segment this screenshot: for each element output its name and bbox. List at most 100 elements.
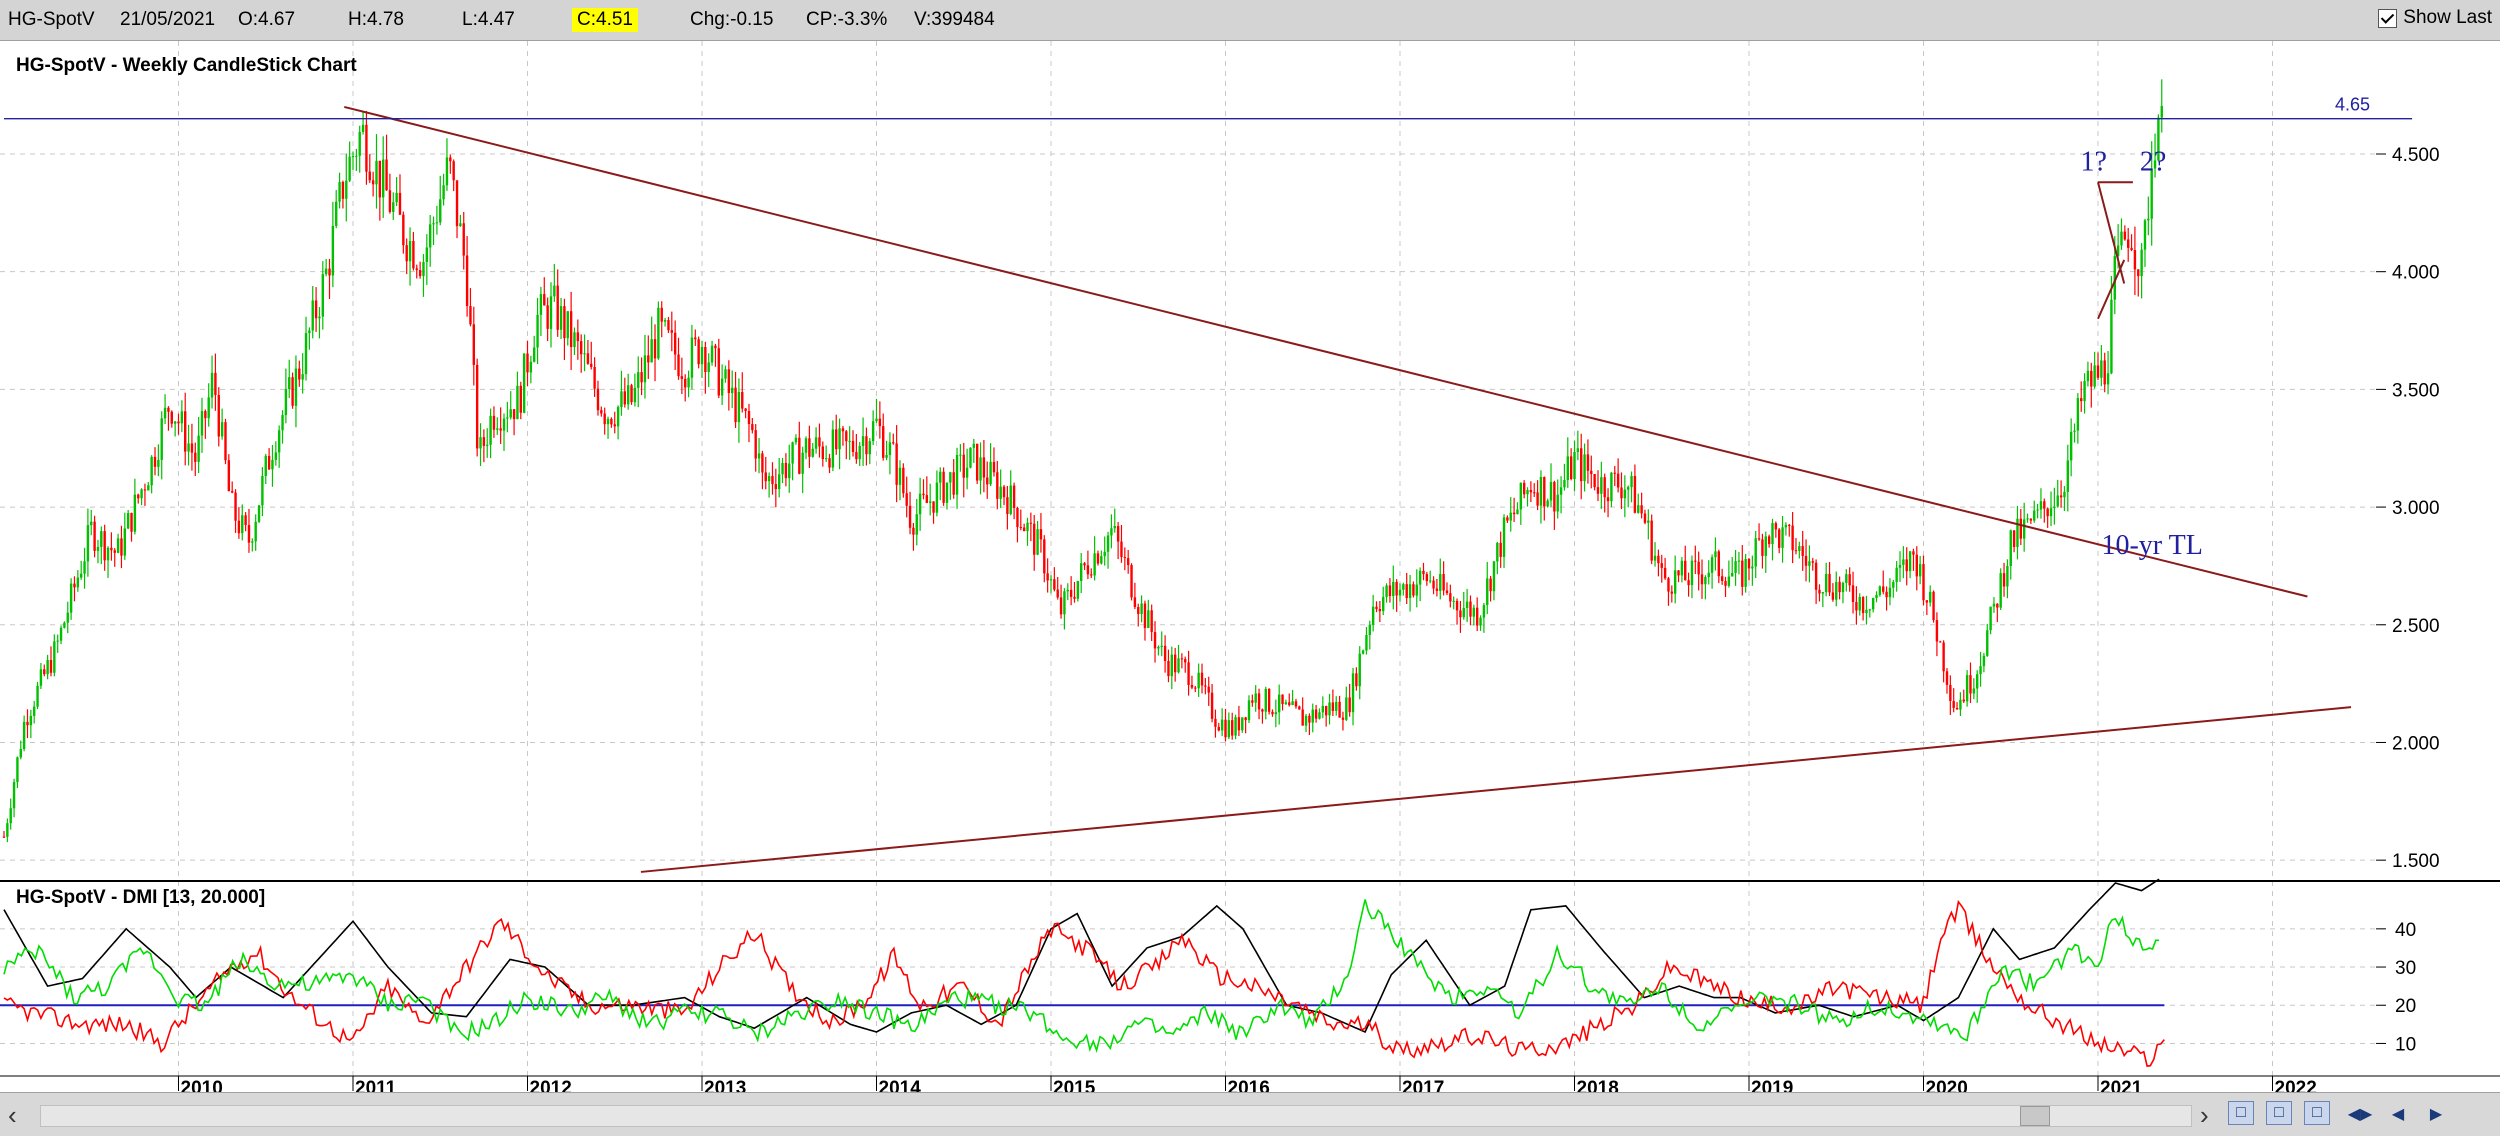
candle-body (1767, 536, 1771, 545)
candle-body (96, 546, 100, 551)
candle-body (1267, 688, 1271, 712)
candle-body (1841, 582, 1845, 593)
candle-body (1076, 581, 1080, 599)
candle-body (1090, 574, 1093, 576)
candle-body (2123, 231, 2127, 240)
candle-body (120, 538, 123, 556)
candle-body (808, 438, 811, 457)
candle-body (1439, 574, 1442, 591)
price-axis: 1.500 2.000 2.500 3.000 3.500 4.000 4.500 4.65 (2335, 95, 2440, 872)
candle-body (643, 355, 647, 383)
dmi-panel[interactable]: HG-SpotV - DMI [13, 20.000] 10 20 30 40 (0, 878, 2416, 1067)
zoom-in-icon[interactable]: □ (2228, 1101, 2254, 1125)
candle-body (1731, 573, 1734, 577)
candle-body (731, 387, 734, 394)
candle-body (1606, 497, 1610, 502)
candle-body (46, 659, 49, 675)
candle-body (908, 505, 912, 528)
candle-body (1204, 685, 1207, 687)
candle-body (2066, 460, 2069, 492)
candle-body (630, 385, 633, 403)
candle-body (113, 550, 116, 553)
price-chart-title: HG-SpotV - Weekly CandleStick Chart (16, 55, 357, 76)
candle-body (294, 368, 298, 406)
candle-body (1049, 579, 1053, 581)
horizontal-scrollbar[interactable] (40, 1105, 2192, 1127)
candle-body (975, 443, 979, 481)
candle-body (43, 669, 46, 675)
chevron-left-icon[interactable]: ‹ (8, 1100, 17, 1130)
candle-body (868, 441, 871, 455)
zoom-out-icon[interactable]: □ (2266, 1101, 2292, 1125)
chart-annotation: 10-yr TL (2101, 530, 2202, 561)
candle-body (945, 482, 949, 503)
candle-body (385, 159, 388, 191)
candle-body (210, 372, 214, 398)
candle-body (1804, 555, 1808, 566)
candle-body (626, 385, 630, 405)
zoom-fit-icon[interactable]: □ (2304, 1101, 2330, 1125)
candle-body (1123, 557, 1127, 559)
candle-body (2009, 530, 2012, 566)
candle-body (1405, 584, 1408, 599)
candle-body (1382, 596, 1385, 612)
time-axis-label: 2011 (355, 1078, 397, 1092)
candle-body (53, 641, 56, 673)
candle-body (895, 443, 898, 485)
candle-body (1673, 570, 1677, 594)
show-last-toggle[interactable]: Show Last (2378, 7, 2492, 29)
candle-body (2100, 360, 2103, 378)
candle-body (1063, 591, 1066, 615)
candle-body (1677, 570, 1680, 576)
candle-body (408, 241, 412, 262)
candle-body (395, 192, 398, 203)
candle-body (1137, 607, 1140, 615)
candle-body (368, 171, 371, 181)
candle-body (1445, 590, 1449, 594)
show-last-checkbox[interactable] (2378, 8, 2398, 28)
candle-body (388, 190, 392, 212)
candle-body (986, 477, 989, 485)
candle-body (2033, 510, 2036, 521)
candle-body (1194, 687, 1197, 689)
candle-body (298, 368, 301, 380)
candle-body (882, 426, 885, 458)
candle-body (1012, 485, 1016, 508)
candle-body (784, 462, 788, 479)
candle-body (851, 440, 855, 452)
candle-body (39, 669, 43, 686)
scrollbar-thumb[interactable] (2020, 1106, 2050, 1126)
candle-body (1784, 524, 1788, 528)
candle-body (281, 415, 284, 431)
candle-body (932, 501, 935, 513)
step-right-icon[interactable]: ▶ (2429, 1106, 2443, 1123)
candle-body (1251, 700, 1254, 703)
chevron-right-icon[interactable]: › (2200, 1100, 2209, 1130)
candle-body (1647, 520, 1650, 523)
candle-body (2113, 256, 2116, 300)
chart-area[interactable]: HG-SpotV - Weekly CandleStick Chart 1? 2?… (0, 41, 2500, 1092)
candle-body (992, 461, 996, 473)
step-left-icon[interactable]: ◀ (2391, 1106, 2405, 1123)
candle-body (871, 421, 875, 442)
navigation-bar: ‹ › □ □ □ ◀▶ ◀ ▶ (0, 1092, 2500, 1136)
candle-body (653, 339, 657, 359)
time-axis-label: 2020 (1926, 1078, 1968, 1092)
candle-body (1418, 570, 1422, 585)
candle-body (999, 486, 1002, 499)
candle-body (1895, 567, 1898, 582)
candle-body (660, 307, 663, 322)
candle-body (324, 268, 328, 275)
price-panel[interactable]: HG-SpotV - Weekly CandleStick Chart 1? 2?… (2, 55, 2440, 873)
candle-body (1261, 709, 1264, 712)
candle-body (952, 472, 955, 495)
candle-body (2022, 519, 2026, 539)
candle-body (1163, 645, 1167, 661)
scroll-both-icon[interactable]: ◀▶ (2347, 1106, 2373, 1123)
candle-body (912, 527, 915, 535)
candle-body (1254, 693, 1257, 703)
symbol-label: HG-SpotV (8, 9, 95, 30)
candle-body (1637, 505, 1640, 513)
candle-body (187, 443, 190, 452)
